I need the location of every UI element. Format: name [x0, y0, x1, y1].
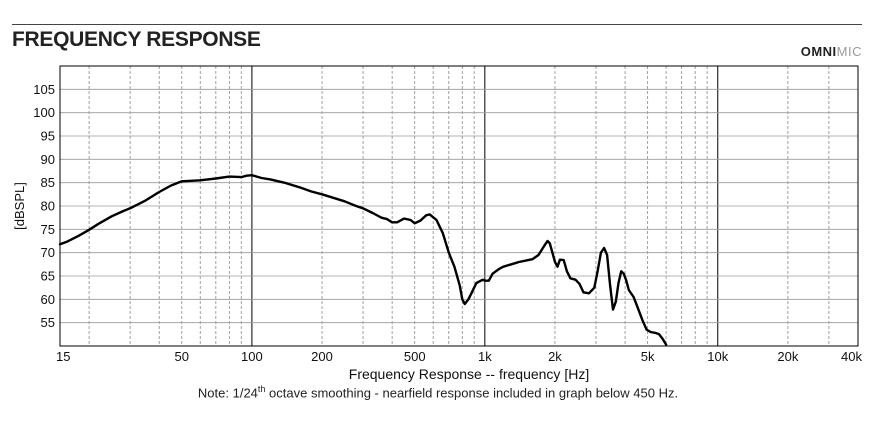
- footnote-suffix: octave smoothing - nearfield response in…: [265, 385, 679, 401]
- footnote-prefix: Note: 1/24: [197, 385, 258, 401]
- x-tick-label: 50: [175, 349, 189, 364]
- brand-logo-bold: OMNI: [800, 44, 837, 59]
- x-tick-label: 10k: [707, 349, 728, 364]
- y-tick-label: 65: [41, 269, 55, 284]
- x-tick-label: 2k: [548, 349, 562, 364]
- x-tick-label: 20k: [777, 349, 798, 364]
- x-tick-label: 1k: [478, 349, 492, 364]
- x-tick-label: 40k: [841, 349, 862, 364]
- y-tick-label: 95: [41, 129, 55, 144]
- x-axis-label: Frequency Response -- frequency [Hz]: [349, 366, 589, 382]
- plot-frame: [59, 65, 859, 347]
- series-line-0: [58, 174, 668, 346]
- brand-logo-light: MIC: [836, 44, 862, 59]
- grid: [60, 66, 858, 346]
- y-tick-label: 100: [33, 105, 55, 120]
- y-tick-label: 105: [33, 82, 55, 97]
- x-tick-label: 15: [56, 349, 70, 364]
- x-tick-label: 500: [404, 349, 426, 364]
- page-title: FREQUENCY RESPONSE: [12, 28, 261, 51]
- footnote: Note: 1/24th octave smoothing - nearfiel…: [0, 384, 876, 400]
- y-tick-label: 60: [41, 292, 55, 307]
- series-layer: [58, 174, 668, 346]
- y-tick-label: 70: [41, 245, 55, 260]
- footnote-superscript: th: [257, 384, 266, 394]
- x-tick-label: 200: [311, 349, 333, 364]
- x-tick-label: 5k: [641, 349, 655, 364]
- brand-logo: OMNIMIC: [801, 44, 862, 59]
- y-tick-label: 80: [41, 199, 55, 214]
- tick-labels: 55 60 65 70 75 80 85 90 95 100 105 15 50 100 200 500 1k 2…: [33, 82, 862, 364]
- header: FREQUENCY RESPONSE OMNIMIC: [12, 24, 862, 59]
- y-axis-label: [dBSPL]: [12, 182, 27, 230]
- y-tick-label: 85: [41, 175, 55, 190]
- x-tick-label: 100: [241, 349, 263, 364]
- y-tick-label: 75: [41, 222, 55, 237]
- y-tick-label: 55: [41, 315, 55, 330]
- y-tick-label: 90: [41, 152, 55, 167]
